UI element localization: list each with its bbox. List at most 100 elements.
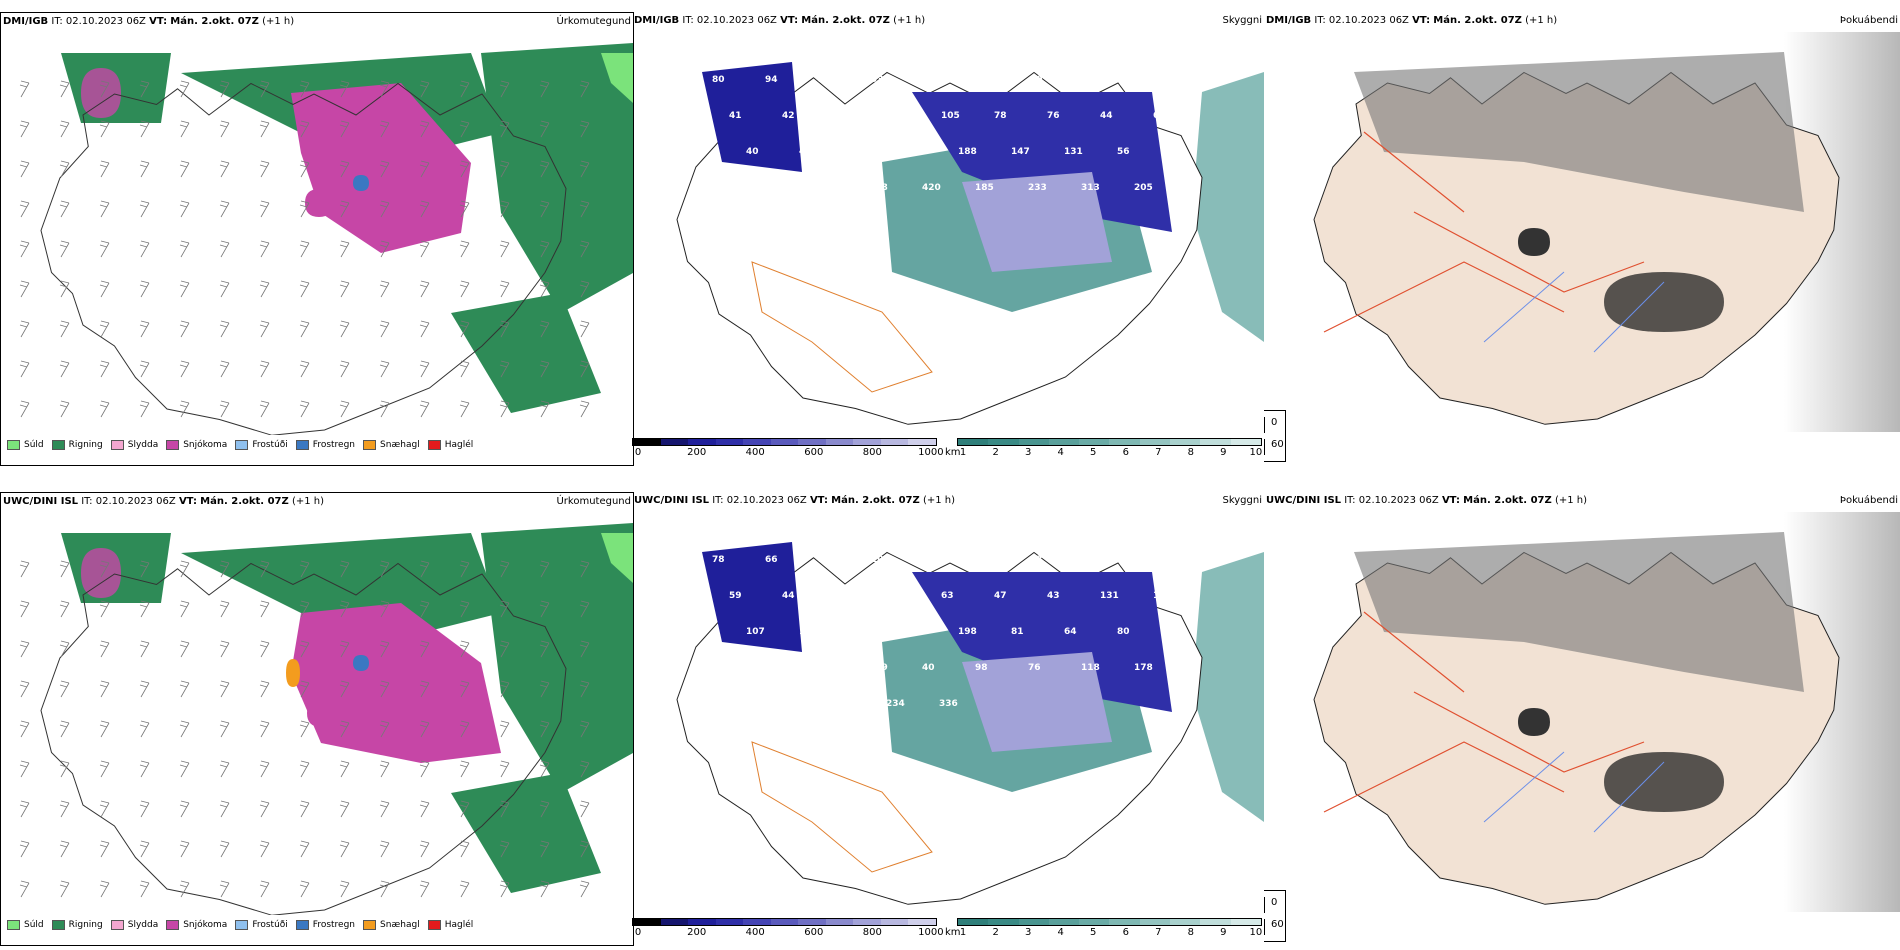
legend-label: Súld [24,920,44,930]
colorbar-tick: 400 [745,447,765,458]
cloud-base-label: 198 [958,627,977,637]
cloud-base-label: 66 [765,555,778,565]
cloud-base-label: 78 [994,111,1007,121]
cloud-map: 78 66 90 102 93 88 63 56 51 59 44 52 39 63 47 43 131 119 1… [676,542,1264,905]
snow-area [291,83,471,253]
colorbar-step [853,919,881,925]
roads [751,261,933,393]
colorbar-tick: 600 [804,447,824,458]
colorbar-step [908,439,937,445]
colorbar-tick: 8 [1187,927,1195,938]
cloud-base-label: 42 [782,111,795,121]
cloud-base-label: 41 [729,111,742,121]
cloud-base-label: 54 [1136,75,1149,85]
cloud-base-label: 72 [905,147,918,157]
cloud-base-label: 52 [835,591,848,601]
cloud-base-label: 233 [1028,183,1047,193]
colorbar-step [1048,919,1080,925]
cloud-base-label: 44 [782,591,795,601]
colorbar-tick: 1 [959,927,967,938]
fog-area [1354,532,1804,692]
cloud-base-label: 59 [729,591,742,601]
legend-item: Snjókoma [166,920,227,930]
colorbar-tick: 3 [1024,447,1032,458]
cloud-base-label: 56 [1083,555,1096,565]
cloud-base-label: 185 [975,183,994,193]
legend-swatch [427,440,441,450]
colorbar-step [853,439,881,445]
colorbar-tick: 6 [1122,447,1129,458]
fog-panel-dmi: DMI/IGB IT: 02.10.2023 06Z VT: Mán. 2.ok… [1264,12,1900,464]
colorbar-step [880,919,909,925]
legend-item: Snjókoma [166,440,227,450]
legend-swatch [51,920,65,930]
model-name: DMI/IGB [1266,15,1312,26]
model-name: UWC/DINI ISL [3,496,79,507]
cloud-base-label: 178 [1134,663,1153,673]
cloud-panel-dmi: DMI/IGB IT: 02.10.2023 06Z VT: Mán. 2.ok… [632,12,1264,464]
legend-item: Snæhagl [363,920,420,930]
rain-area [481,523,633,793]
colorbar-tick: 9 [1220,447,1227,458]
colorbar-step [660,439,689,445]
cloud-base-label: 119 [1153,591,1172,601]
init-time: 02.10.2023 06Z [726,495,807,506]
cloud-base-label: 313 [1081,183,1100,193]
cloud-base-label: 76 [1047,111,1060,121]
colorbar-step [1109,919,1140,925]
panel-header: DMI/IGB IT: 02.10.2023 06Z VT: Mán. 2.ok… [632,12,1264,30]
fog-area [1604,752,1724,812]
roads [1323,611,1645,813]
legend-item: Frostregn [295,920,355,930]
valid-time: Mán. 2.okt. 07Z [1433,15,1522,26]
cloud-base-label: 40 [922,663,935,673]
cloud-base-label: 98 [975,663,988,673]
fog-area [1518,708,1550,736]
colorbar-strip [632,438,937,446]
freezing-rain-area [353,655,369,671]
drizzle-area [601,53,633,103]
colorbar-step [715,439,744,445]
legend-swatch [363,440,377,450]
low-cloud-area [702,62,802,172]
snow-pellet-area [286,659,300,687]
colorbar-tick: 9 [1220,927,1227,938]
valid-time: Mán. 2.okt. 07Z [831,495,920,506]
snow-area [307,699,335,727]
colorbar-tick: 3 [1024,927,1032,938]
legend-label: Haglél [444,440,474,450]
cloud-base-label: 93 [924,555,937,565]
legend-swatch [235,440,249,450]
legend-item: Snæhagl [363,440,420,450]
colorbar-step [633,919,661,925]
cloud-base-label: 58 [905,627,918,637]
snow-area [291,603,501,763]
fog-area [1354,52,1804,212]
colorbar-tick: 1000 [918,447,944,458]
colorbar-step [1230,919,1261,925]
colorbar-step [1139,919,1171,925]
cloud-base-label: 49 [924,75,937,85]
wind-barbs [19,80,590,418]
legend-swatch [51,440,65,450]
cloud-base-label: 131 [1100,591,1119,601]
height-colorbar: m02004006008001000 [632,918,944,940]
colorbar-tick: 200 [687,447,707,458]
colorbar-unit: km [945,927,961,938]
precip-panel-dmi: DMI/IGB IT: 02.10.2023 06Z VT: Mán. 2.ok… [0,12,634,466]
colorbar-tick: 7 [1155,927,1162,938]
cloud-base-label: 93 [871,75,884,85]
legend-item: Frostúði [235,440,288,450]
colorbar-tick: 10 [1249,447,1263,458]
colorbar-step [715,919,744,925]
precip-legend: Súld Rigning Slydda Snjókoma Frostúði Frostre… [1,435,633,455]
field-name: Úrkomutegund [556,16,631,27]
colorbar-tick: 600 [804,927,824,938]
cloud-base-label: 81 [1011,627,1024,637]
panel-header: DMI/IGB IT: 02.10.2023 06Z VT: Mán. 2.ok… [1264,12,1900,30]
init-time: 02.10.2023 06Z [95,496,176,507]
cloud-base-label: 139 [869,663,888,673]
panel-header: UWC/DINI ISL IT: 02.10.2023 06Z VT: Mán.… [1264,492,1900,510]
valid-time: Mán. 2.okt. 07Z [200,496,289,507]
rain-area [451,293,601,413]
